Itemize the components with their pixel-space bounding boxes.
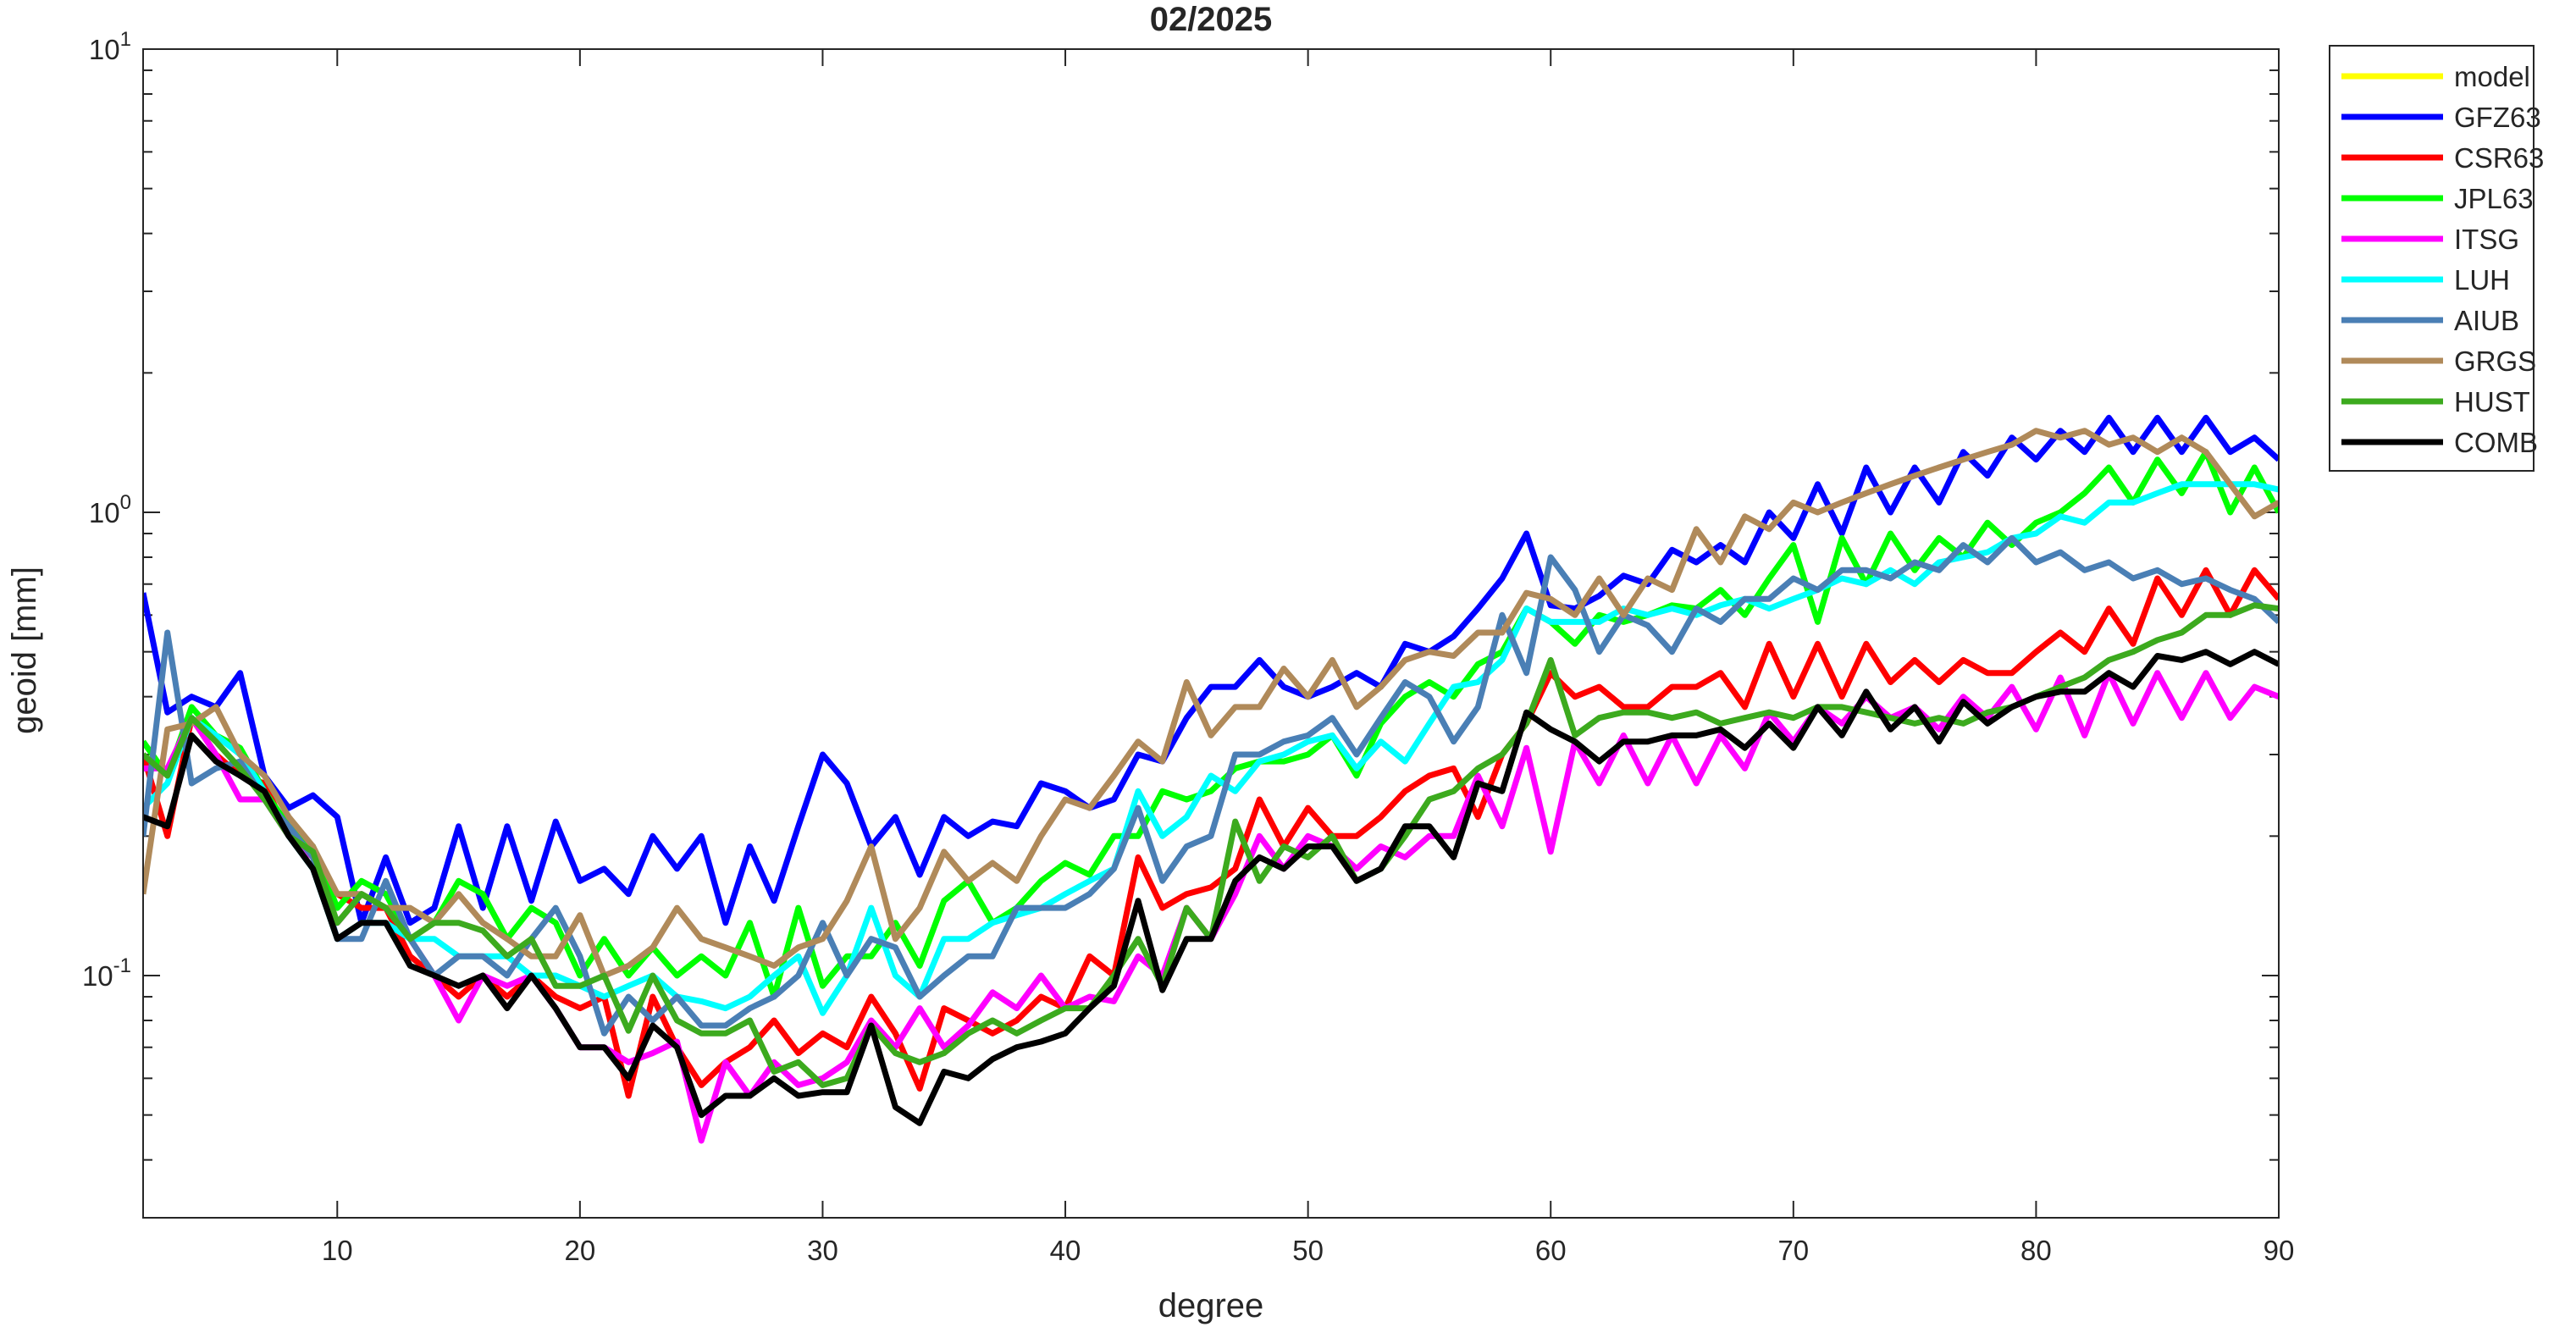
series-line bbox=[143, 567, 2279, 1099]
plot-frame bbox=[142, 48, 2280, 1219]
y-tick-label: 100 bbox=[89, 491, 131, 528]
y-tick-label: 10-1 bbox=[82, 954, 131, 992]
y-tick-label: 101 bbox=[89, 28, 131, 65]
x-tick-label: 70 bbox=[1777, 1235, 1809, 1266]
x-tick-label: 30 bbox=[807, 1235, 838, 1266]
series-line bbox=[143, 428, 2279, 979]
y-tick-base: 10 bbox=[82, 960, 113, 992]
series-line bbox=[143, 449, 2279, 1000]
legend-label: HUST bbox=[2454, 386, 2530, 417]
y-tick-exponent: 0 bbox=[120, 491, 131, 514]
y-tick-base: 10 bbox=[89, 497, 120, 528]
x-tick-label: 40 bbox=[1050, 1235, 1081, 1266]
legend-label: ITSG bbox=[2454, 224, 2519, 255]
chart-title: 02/2025 bbox=[1150, 1, 1273, 38]
x-tick-label: 80 bbox=[2020, 1235, 2052, 1266]
legend-label: AIUB bbox=[2454, 305, 2519, 336]
legend-label: CSR63 bbox=[2454, 142, 2544, 174]
y-tick-exponent: -1 bbox=[113, 954, 131, 977]
legend-label: model bbox=[2454, 61, 2530, 92]
y-tick-exponent: 1 bbox=[120, 28, 131, 51]
series-line bbox=[143, 649, 2279, 1126]
y-axis-label: geoid [mm] bbox=[6, 567, 43, 734]
legend-label: JPL63 bbox=[2454, 183, 2534, 214]
x-axis-label: degree bbox=[1158, 1287, 1264, 1324]
legend-label: GRGS bbox=[2454, 346, 2536, 377]
x-tick-label: 50 bbox=[1292, 1235, 1324, 1266]
y-tick-base: 10 bbox=[89, 34, 120, 65]
series-line bbox=[143, 534, 2279, 1037]
legend-label: COMB bbox=[2454, 427, 2538, 458]
x-tick-label: 90 bbox=[2264, 1235, 2295, 1266]
x-tick-label: 10 bbox=[322, 1235, 353, 1266]
legend-label: LUH bbox=[2454, 264, 2510, 296]
x-tick-label: 60 bbox=[1535, 1235, 1567, 1266]
legend-label: GFZ63 bbox=[2454, 102, 2541, 133]
series-line bbox=[143, 414, 2279, 926]
series-line bbox=[143, 481, 2279, 1016]
x-tick-label: 20 bbox=[565, 1235, 596, 1266]
